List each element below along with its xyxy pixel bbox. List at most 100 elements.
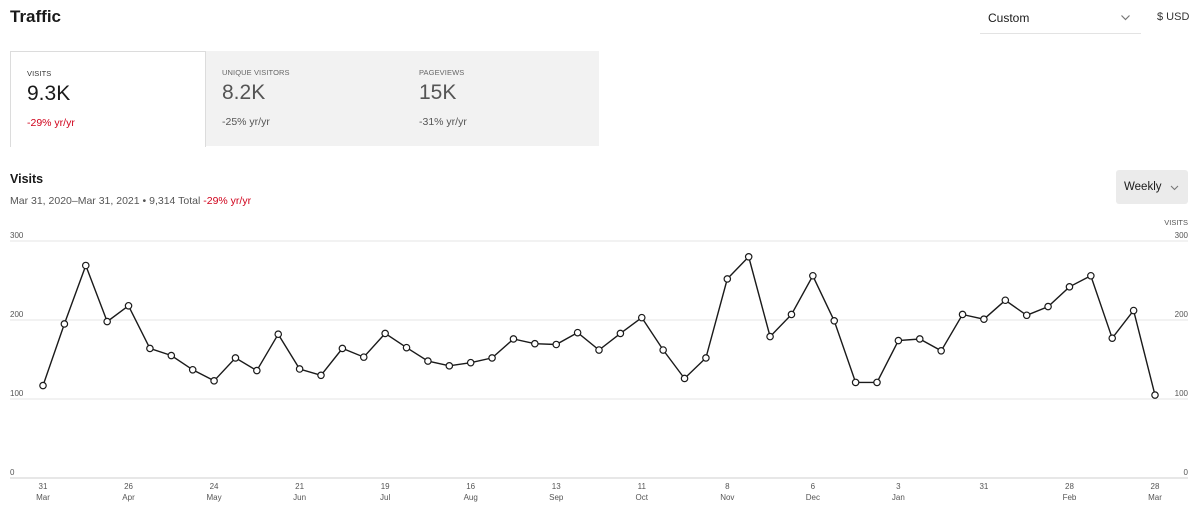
x-tick-month: Jul bbox=[380, 493, 390, 502]
x-tick-month: Jan bbox=[892, 493, 905, 502]
y-tick-labels: 0 0 100 100 200 200 300 300 bbox=[10, 231, 1189, 477]
x-tick-day: 26 bbox=[124, 482, 133, 491]
data-point[interactable] bbox=[146, 344, 154, 353]
page-title: Traffic bbox=[10, 7, 62, 26]
total-text: 9,314 Total bbox=[149, 195, 201, 207]
data-point[interactable] bbox=[1151, 391, 1159, 399]
data-point[interactable] bbox=[1044, 302, 1052, 311]
data-point[interactable] bbox=[210, 377, 218, 385]
data-point[interactable] bbox=[552, 340, 561, 349]
x-tick-month: May bbox=[207, 493, 222, 502]
data-point[interactable] bbox=[1065, 283, 1074, 291]
x-tick-day: 11 bbox=[638, 482, 647, 491]
metric-label: PAGEVIEWS bbox=[419, 68, 465, 77]
y-tick-label-right: 100 bbox=[1175, 389, 1189, 398]
data-point[interactable] bbox=[274, 330, 283, 339]
data-point[interactable] bbox=[424, 357, 432, 365]
y-tick-label-left: 100 bbox=[10, 389, 24, 398]
data-point[interactable] bbox=[702, 354, 710, 362]
x-tick-month: Feb bbox=[1063, 493, 1077, 502]
data-point[interactable] bbox=[509, 335, 518, 343]
chevron-down-icon bbox=[1121, 15, 1130, 21]
data-point[interactable] bbox=[1022, 311, 1031, 320]
data-point[interactable] bbox=[167, 351, 176, 360]
data-point[interactable] bbox=[851, 378, 860, 387]
data-point[interactable] bbox=[466, 358, 475, 367]
data-point[interactable] bbox=[723, 275, 732, 283]
data-point[interactable] bbox=[766, 332, 774, 341]
data-point[interactable] bbox=[359, 353, 368, 361]
chart-section-title: Visits bbox=[10, 172, 44, 186]
data-point[interactable] bbox=[338, 344, 347, 353]
data-point[interactable] bbox=[295, 365, 304, 373]
data-point[interactable] bbox=[873, 378, 881, 387]
data-point[interactable] bbox=[573, 328, 582, 337]
data-point[interactable] bbox=[980, 315, 988, 324]
data-point[interactable] bbox=[830, 316, 839, 325]
data-point[interactable] bbox=[1108, 334, 1117, 342]
date-range-text: Mar 31, 2020–Mar 31, 2021 bbox=[10, 195, 140, 207]
data-point[interactable] bbox=[231, 354, 240, 362]
x-tick-day: 21 bbox=[295, 482, 304, 491]
x-tick-month: Sep bbox=[549, 493, 564, 502]
x-tick-day: 16 bbox=[466, 482, 475, 491]
chart-section-subtitle: Mar 31, 2020–Mar 31, 2021 • 9,314 Total … bbox=[10, 195, 251, 207]
data-point[interactable] bbox=[659, 346, 667, 354]
data-point[interactable] bbox=[60, 320, 69, 328]
data-point[interactable] bbox=[317, 371, 325, 380]
metric-tab-visits[interactable]: VISITS 9.3K -29% yr/yr bbox=[10, 51, 206, 147]
y-tick-label-left: 0 bbox=[10, 468, 15, 477]
x-tick-month: Oct bbox=[636, 493, 649, 502]
data-point[interactable] bbox=[958, 310, 967, 319]
metric-tabs: VISITS 9.3K -29% yr/yr UNIQUE VISITORS 8… bbox=[10, 51, 599, 147]
data-point[interactable] bbox=[915, 335, 924, 343]
metric-change: -31% yr/yr bbox=[419, 116, 467, 128]
data-point[interactable] bbox=[637, 313, 646, 322]
chart-grid bbox=[10, 240, 1188, 479]
data-point[interactable] bbox=[188, 365, 197, 374]
data-point[interactable] bbox=[124, 301, 133, 310]
y-axis-title: VISITS bbox=[1164, 218, 1188, 227]
data-point[interactable] bbox=[894, 336, 903, 345]
x-tick-month: Dec bbox=[806, 493, 820, 502]
date-range-select[interactable]: Custom bbox=[980, 2, 1141, 34]
x-tick-day: 24 bbox=[210, 482, 219, 491]
data-point[interactable] bbox=[1129, 306, 1138, 315]
x-tick-day: 6 bbox=[811, 482, 816, 491]
metric-tab-pageviews[interactable]: PAGEVIEWS 15K -31% yr/yr bbox=[403, 51, 599, 146]
metric-label: VISITS bbox=[27, 69, 52, 78]
data-point[interactable] bbox=[103, 317, 111, 326]
data-point[interactable] bbox=[787, 310, 796, 319]
x-tick-labels: 31 Mar 26 Apr 24 May 21 Jun 19 Jul 16 Aug 13 Sep 11 Oct… bbox=[36, 482, 1162, 502]
x-tick-month: Mar bbox=[1148, 493, 1162, 502]
chevron-down-icon bbox=[1170, 185, 1179, 191]
metric-label: UNIQUE VISITORS bbox=[222, 68, 290, 77]
data-point[interactable] bbox=[39, 381, 47, 390]
x-tick-month: Aug bbox=[464, 493, 478, 502]
data-point[interactable] bbox=[809, 271, 817, 280]
data-point[interactable] bbox=[488, 354, 496, 362]
data-point[interactable] bbox=[445, 362, 454, 370]
x-tick-day: 3 bbox=[896, 482, 901, 491]
y-tick-label-left: 200 bbox=[10, 310, 24, 319]
data-point[interactable] bbox=[81, 261, 90, 270]
interval-select[interactable]: Weekly bbox=[1116, 170, 1188, 204]
data-point[interactable] bbox=[402, 343, 411, 352]
data-point[interactable] bbox=[1087, 271, 1095, 280]
data-point[interactable] bbox=[381, 329, 389, 338]
data-point[interactable] bbox=[680, 374, 689, 383]
y-tick-label-left: 300 bbox=[10, 231, 24, 240]
x-tick-month: Mar bbox=[36, 493, 50, 502]
data-point[interactable] bbox=[531, 339, 539, 348]
data-point[interactable] bbox=[1001, 296, 1010, 305]
data-point[interactable] bbox=[937, 347, 945, 355]
data-point[interactable] bbox=[253, 366, 261, 375]
metric-tab-unique-visitors[interactable]: UNIQUE VISITORS 8.2K -25% yr/yr bbox=[206, 51, 402, 146]
data-point[interactable] bbox=[616, 329, 625, 338]
data-point[interactable] bbox=[595, 346, 603, 354]
separator-dot: • bbox=[142, 195, 147, 207]
y-tick-label-right: 300 bbox=[1175, 231, 1189, 240]
data-point[interactable] bbox=[744, 252, 753, 261]
x-tick-day: 8 bbox=[725, 482, 730, 491]
x-tick-month: Nov bbox=[720, 493, 734, 502]
